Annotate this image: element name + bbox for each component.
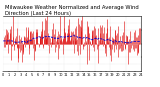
Text: Milwaukee Weather Normalized and Average Wind Direction (Last 24 Hours): Milwaukee Weather Normalized and Average… (5, 5, 138, 16)
